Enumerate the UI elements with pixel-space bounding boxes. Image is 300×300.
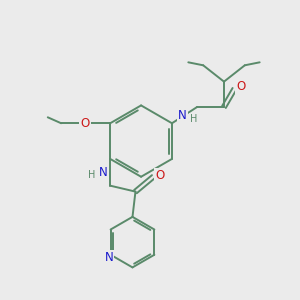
Text: O: O [155, 169, 164, 182]
Text: O: O [236, 80, 246, 93]
Text: H: H [88, 170, 95, 180]
Text: N: N [178, 109, 187, 122]
Text: O: O [80, 117, 90, 130]
Text: N: N [105, 250, 113, 264]
Text: N: N [98, 166, 107, 179]
Text: H: H [190, 114, 197, 124]
